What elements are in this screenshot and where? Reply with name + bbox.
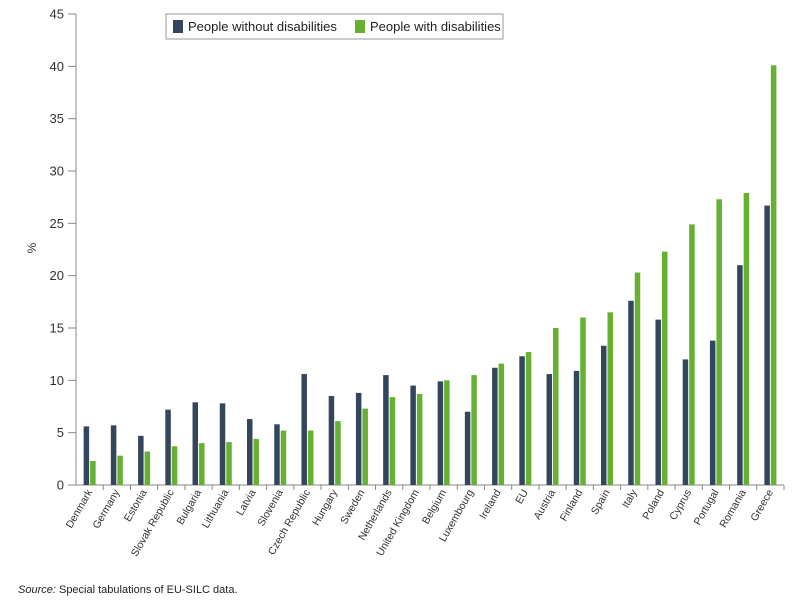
x-tick-label: Hungary <box>310 487 341 528</box>
bar-without-disabilities <box>655 319 661 485</box>
x-tick-label: Austria <box>531 487 558 521</box>
y-tick-label: 30 <box>50 164 64 179</box>
legend-label-with: People with disabilities <box>370 19 501 34</box>
x-tick-label: Ireland <box>477 487 504 521</box>
y-tick-label: 20 <box>50 268 64 283</box>
bar-with-disabilities <box>416 393 423 485</box>
x-tick-label: Germany <box>90 487 122 531</box>
legend-swatch-without <box>173 20 183 33</box>
bar-without-disabilities <box>301 374 307 485</box>
bar-without-disabilities <box>219 403 226 485</box>
legend: People without disabilities People with … <box>165 13 504 40</box>
bar-with-disabilities <box>770 65 777 485</box>
x-tick-label: Romania <box>717 487 748 530</box>
x-tick-label: Portugal <box>692 488 722 528</box>
x-tick-label: Greece <box>748 487 776 523</box>
bar-with-disabilities <box>580 317 586 485</box>
legend-box <box>165 13 504 40</box>
source-note: Source: Special tabulations of EU-SILC d… <box>18 584 238 596</box>
y-tick-label: 45 <box>50 7 64 22</box>
bar-with-disabilities <box>553 328 559 485</box>
bar-with-disabilities <box>117 455 123 485</box>
y-tick-label: 40 <box>50 59 64 74</box>
bar-with-disabilities <box>280 430 287 485</box>
bar-without-disabilities <box>464 411 471 485</box>
x-tick-label: Finland <box>558 487 586 523</box>
bar-without-disabilities <box>764 205 770 486</box>
y-tick-label: 35 <box>50 111 64 126</box>
bar-with-disabilities <box>525 352 532 485</box>
x-tick-label: Spain <box>589 487 613 516</box>
y-tick-label: 15 <box>50 321 64 336</box>
bar-without-disabilities <box>165 409 171 485</box>
bar-without-disabilities <box>682 359 689 485</box>
bar-with-disabilities <box>743 192 750 486</box>
bar-without-disabilities <box>383 375 389 485</box>
axes: 0 5 10 15 20 25 30 35 40 45 <box>50 7 785 493</box>
bar-without-disabilities <box>737 265 743 485</box>
bar-with-disabilities <box>444 380 450 485</box>
y-tick-label: 0 <box>57 478 64 493</box>
bar-with-disabilities <box>307 430 314 485</box>
bar-with-disabilities <box>226 442 232 485</box>
bar-with-disabilities <box>607 312 613 485</box>
bar-without-disabilities <box>437 381 444 485</box>
legend-swatch-with <box>355 20 365 33</box>
source-text: Special tabulations of EU-SILC data. <box>55 584 238 596</box>
bar-with-disabilities <box>471 375 477 485</box>
bar-with-disabilities <box>253 438 259 485</box>
x-tick-label: EU <box>513 488 531 507</box>
bar-without-disabilities <box>274 424 280 485</box>
bar-without-disabilities <box>410 385 416 485</box>
y-tick-label: 25 <box>50 216 64 231</box>
bar-with-disabilities <box>90 460 96 485</box>
y-tick-label: 10 <box>50 373 64 388</box>
x-tick-label: Lithuania <box>200 487 232 530</box>
bar-with-disabilities <box>661 251 668 485</box>
bar-without-disabilities <box>601 345 607 485</box>
bar-with-disabilities <box>634 272 641 485</box>
x-tick-label: Bulgaria <box>174 487 204 527</box>
x-tick-label: Slovenia <box>255 487 286 528</box>
bar-without-disabilities <box>192 402 199 485</box>
bar-with-disabilities <box>335 421 341 485</box>
bar-with-disabilities <box>389 397 396 485</box>
bar-with-disabilities <box>498 363 505 485</box>
x-tick-label: Belgium <box>420 487 449 526</box>
bar-without-disabilities <box>519 356 525 485</box>
bar-without-disabilities <box>709 340 716 485</box>
bar-with-disabilities <box>362 408 368 485</box>
bar-without-disabilities <box>492 367 498 485</box>
bar-without-disabilities <box>546 374 553 485</box>
bar-without-disabilities <box>110 425 117 485</box>
x-tick-label: Italy <box>620 487 640 510</box>
y-axis-title: % <box>25 242 39 253</box>
bar-without-disabilities <box>247 419 253 485</box>
bar-without-disabilities <box>83 426 90 485</box>
bars <box>83 65 777 486</box>
bar-with-disabilities <box>689 224 695 485</box>
x-tick-label: Estonia <box>122 487 150 523</box>
x-tick-label: Latvia <box>234 487 258 517</box>
y-tick-label: 5 <box>57 425 64 440</box>
bar-without-disabilities <box>628 300 634 485</box>
bar-with-disabilities <box>199 443 205 485</box>
source-prefix: Source: <box>18 584 56 596</box>
bar-without-disabilities <box>138 435 144 485</box>
bar-without-disabilities <box>328 396 335 485</box>
x-tick-label: Sweden <box>338 487 367 526</box>
bar-without-disabilities <box>573 370 580 485</box>
bar-without-disabilities <box>355 392 362 485</box>
bar-with-disabilities <box>716 199 722 485</box>
x-tick-label: Cyprus <box>667 488 694 523</box>
bar-with-disabilities <box>144 451 151 485</box>
x-tick-label: Poland <box>640 487 667 521</box>
bar-with-disabilities <box>171 446 178 485</box>
legend-label-without: People without disabilities <box>188 19 337 34</box>
